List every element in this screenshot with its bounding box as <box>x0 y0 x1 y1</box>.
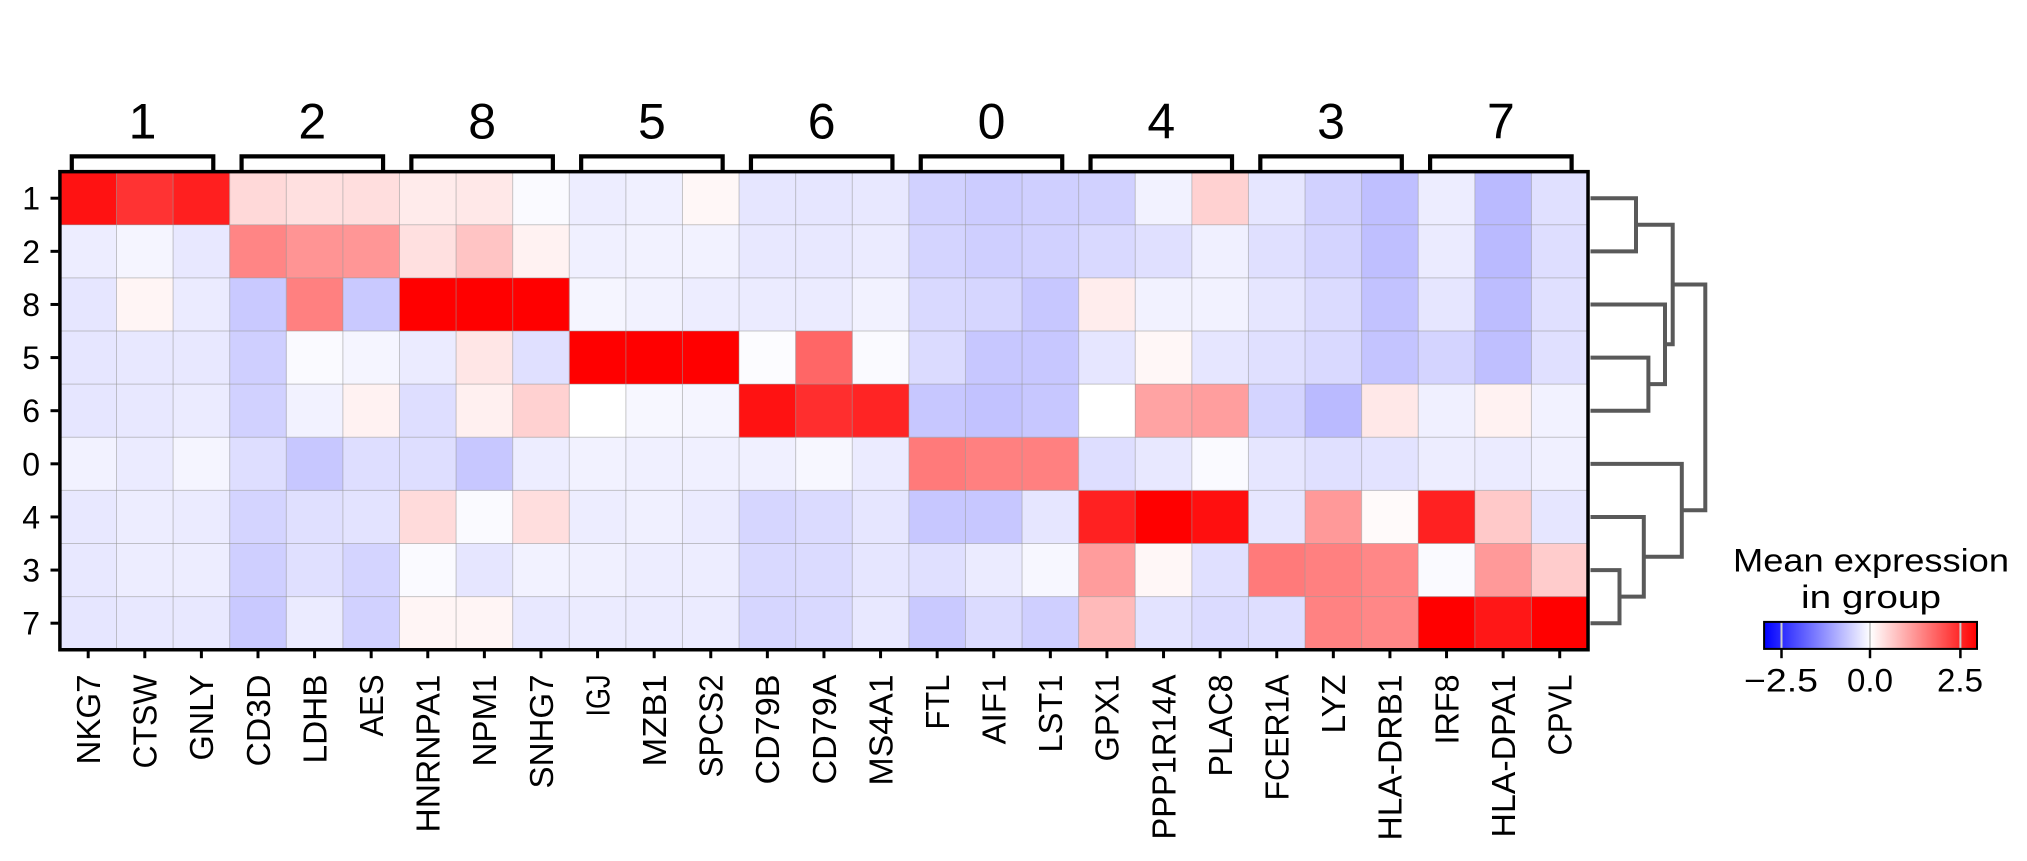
svg-text:5: 5 <box>638 94 666 150</box>
svg-text:FTL: FTL <box>919 675 956 730</box>
svg-text:6: 6 <box>22 393 40 429</box>
svg-text:4: 4 <box>1147 94 1175 150</box>
svg-text:LYZ: LYZ <box>1315 675 1352 734</box>
svg-text:CD79B: CD79B <box>749 675 786 785</box>
svg-text:HLA-DRB1: HLA-DRB1 <box>1372 675 1409 841</box>
svg-text:−2.5: −2.5 <box>1744 663 1818 699</box>
svg-text:NPM1: NPM1 <box>466 675 503 767</box>
svg-text:IRF8: IRF8 <box>1428 675 1465 745</box>
svg-text:Mean expression: Mean expression <box>1733 543 2009 579</box>
svg-text:CPVL: CPVL <box>1542 675 1579 756</box>
svg-text:3: 3 <box>1317 94 1345 150</box>
svg-text:CD79A: CD79A <box>806 675 843 785</box>
svg-text:1: 1 <box>22 181 40 217</box>
svg-text:GNLY: GNLY <box>183 675 220 761</box>
svg-text:FCER1A: FCER1A <box>1259 675 1296 801</box>
svg-text:0: 0 <box>22 446 40 482</box>
svg-text:8: 8 <box>22 287 40 323</box>
svg-text:MZB1: MZB1 <box>636 675 673 767</box>
svg-text:1: 1 <box>129 94 157 150</box>
svg-text:3: 3 <box>22 553 40 589</box>
svg-text:NKG7: NKG7 <box>70 675 107 765</box>
svg-text:7: 7 <box>22 606 40 642</box>
svg-text:MS4A1: MS4A1 <box>862 675 899 786</box>
svg-text:HLA-DPA1: HLA-DPA1 <box>1485 675 1522 838</box>
svg-text:6: 6 <box>808 94 836 150</box>
svg-text:2: 2 <box>298 94 326 150</box>
svg-text:SNHG7: SNHG7 <box>523 675 560 789</box>
svg-text:AIF1: AIF1 <box>976 675 1013 745</box>
svg-text:8: 8 <box>468 94 496 150</box>
svg-text:CTSW: CTSW <box>127 674 164 769</box>
svg-text:SPCS2: SPCS2 <box>693 675 730 778</box>
svg-text:5: 5 <box>22 340 40 376</box>
svg-text:in group: in group <box>1801 579 1941 615</box>
svg-text:AES: AES <box>353 675 390 737</box>
svg-text:2.5: 2.5 <box>1937 663 1983 699</box>
svg-text:LST1: LST1 <box>1032 675 1069 753</box>
svg-text:4: 4 <box>22 499 40 535</box>
svg-text:LDHB: LDHB <box>296 675 333 764</box>
svg-text:CD3D: CD3D <box>240 675 277 767</box>
svg-text:PPP1R14A: PPP1R14A <box>1145 675 1182 840</box>
svg-text:IGJ: IGJ <box>579 675 616 717</box>
svg-text:7: 7 <box>1487 94 1515 150</box>
svg-text:HNRNPA1: HNRNPA1 <box>410 675 447 833</box>
svg-text:GPX1: GPX1 <box>1089 675 1126 762</box>
svg-text:PLAC8: PLAC8 <box>1202 675 1239 777</box>
svg-text:0.0: 0.0 <box>1847 663 1893 699</box>
svg-text:0: 0 <box>978 94 1006 150</box>
svg-text:2: 2 <box>22 234 40 270</box>
